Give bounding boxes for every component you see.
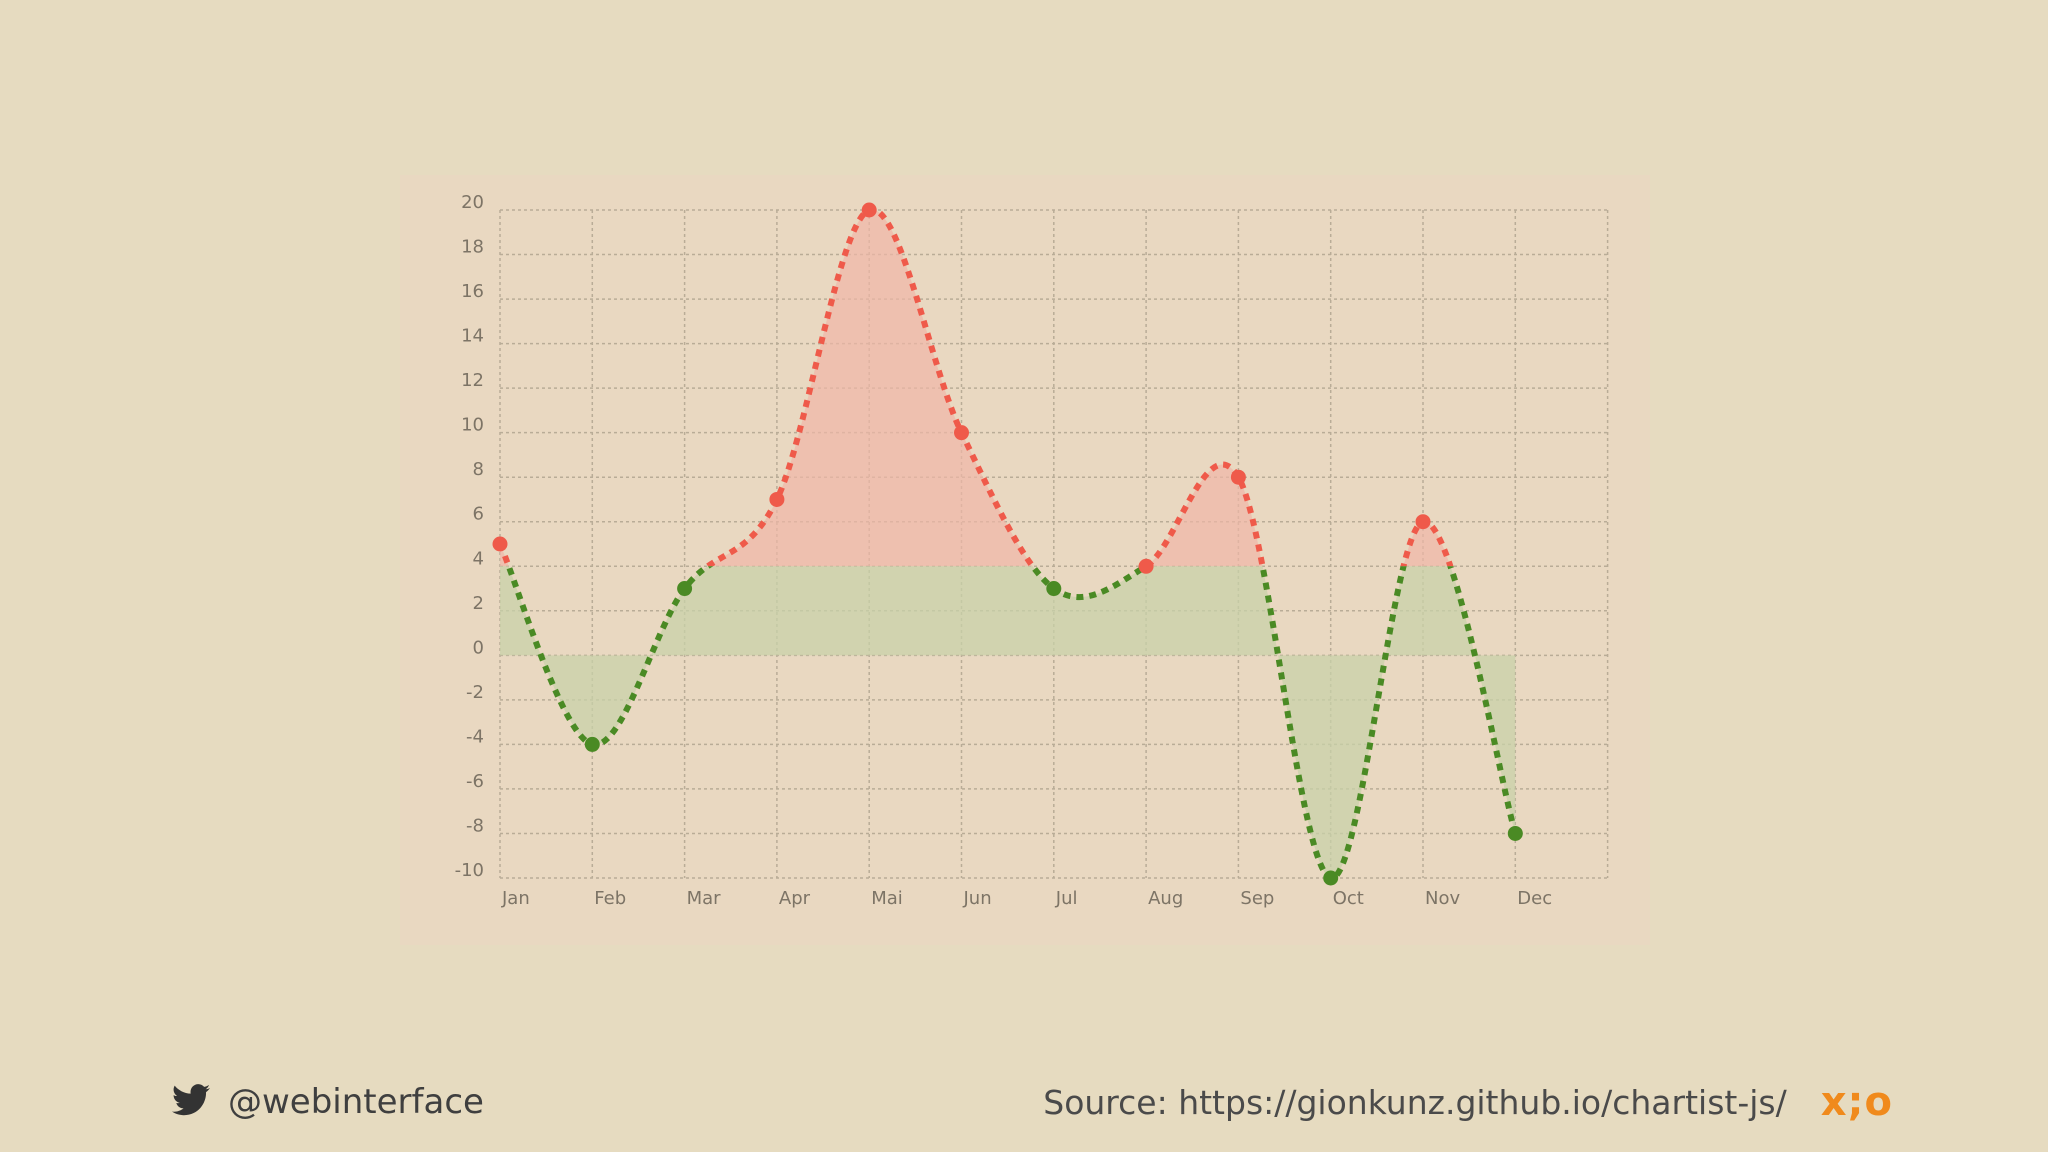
x-tick-label: Jun xyxy=(963,888,992,909)
y-tick-label: 10 xyxy=(461,415,484,436)
x-tick-label: Jan xyxy=(501,888,530,909)
data-point xyxy=(584,736,600,752)
y-tick-label: 2 xyxy=(473,593,484,614)
data-point xyxy=(1230,469,1246,485)
x-tick-label: Oct xyxy=(1333,888,1364,909)
brand-logo: x;o xyxy=(1821,1079,1893,1125)
data-point xyxy=(1415,514,1431,530)
y-tick-label: 16 xyxy=(461,281,484,302)
x-tick-label: Aug xyxy=(1148,888,1183,909)
twitter-handle[interactable]: @webinterface xyxy=(228,1082,484,1122)
x-tick-label: Apr xyxy=(779,888,811,909)
y-tick-label: 8 xyxy=(473,459,484,480)
y-tick-label: -2 xyxy=(466,682,484,703)
y-tick-label: 20 xyxy=(461,192,484,213)
x-tick-label: Mar xyxy=(687,888,722,909)
y-tick-label: 18 xyxy=(461,237,484,258)
area-below-threshold xyxy=(500,566,1516,879)
source-link[interactable]: Source: https://gionkunz.github.io/chart… xyxy=(1043,1082,1787,1122)
x-tick-label: Mai xyxy=(871,888,903,909)
y-tick-label: -10 xyxy=(455,860,484,881)
data-point xyxy=(1323,870,1339,886)
y-tick-label: 12 xyxy=(461,370,484,391)
twitter-bird-icon[interactable] xyxy=(172,1084,210,1120)
y-tick-label: 4 xyxy=(473,548,484,569)
brand-logo-left: x; xyxy=(1820,1079,1865,1125)
y-tick-label: 6 xyxy=(473,504,484,525)
x-tick-label: Sep xyxy=(1240,888,1274,909)
footer-left: @webinterface xyxy=(172,1080,484,1124)
data-point xyxy=(492,536,508,552)
y-tick-label: 0 xyxy=(473,637,484,658)
data-point xyxy=(1046,581,1062,597)
data-point xyxy=(1507,825,1523,841)
data-point xyxy=(954,425,969,441)
x-tick-label: Jul xyxy=(1055,888,1078,909)
data-point xyxy=(677,581,693,597)
x-tick-label: Feb xyxy=(594,888,626,909)
area-above-threshold xyxy=(500,209,1451,567)
brand-logo-right: o xyxy=(1864,1079,1893,1125)
chart-container: 20 18 16 14 12 10 8 6 4 2 0 -2 -4 -6 -8 -10 Jan Feb Mar Apr… xyxy=(400,175,1650,945)
data-point xyxy=(861,202,877,218)
y-tick-label: -4 xyxy=(466,726,484,747)
data-point xyxy=(1138,558,1154,574)
y-tick-label: -6 xyxy=(466,771,484,792)
y-tick-label: 14 xyxy=(461,326,484,347)
y-tick-label: -8 xyxy=(466,815,484,836)
x-tick-label: Dec xyxy=(1517,888,1552,909)
data-point xyxy=(769,491,785,507)
footer-right: Source: https://gionkunz.github.io/chart… xyxy=(1043,1079,1893,1125)
x-tick-label: Nov xyxy=(1425,888,1460,909)
